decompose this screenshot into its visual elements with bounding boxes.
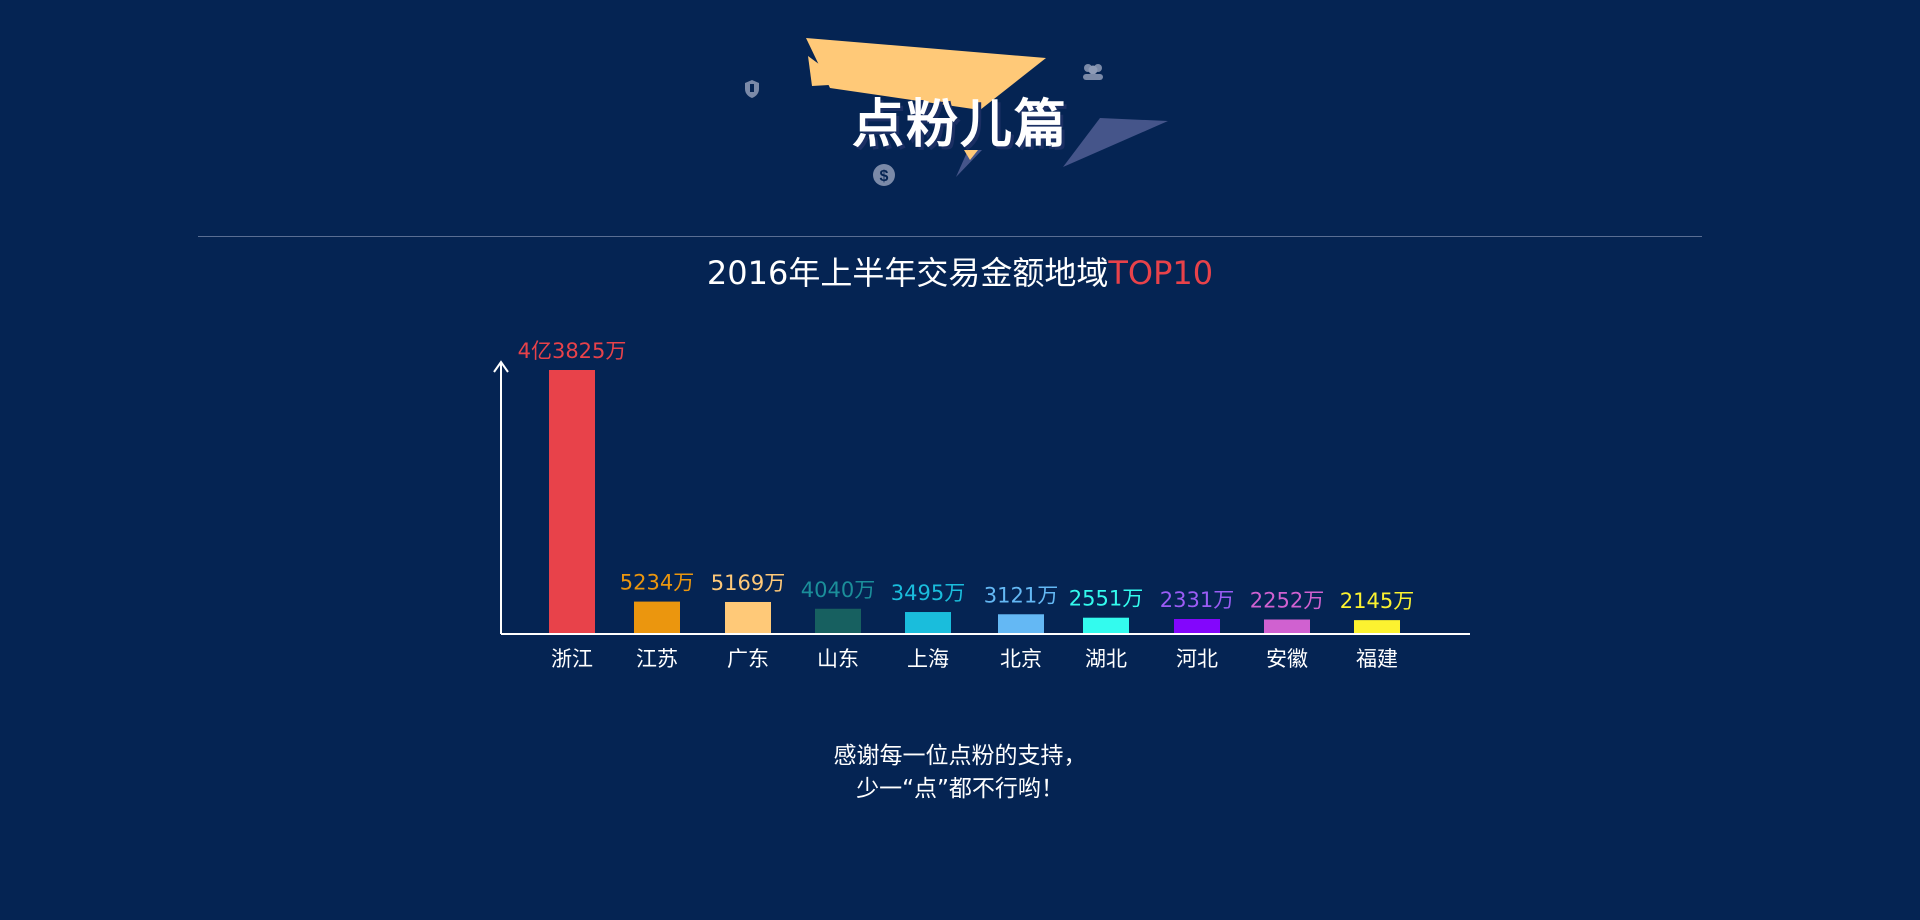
svg-text:$: $ [880, 168, 889, 185]
bar-9 [1264, 619, 1310, 633]
bar-value-label-3: 5169万 [711, 571, 785, 595]
bar-3 [725, 601, 771, 633]
banner-title: 点粉儿篇 [851, 95, 1068, 155]
bar-7 [1083, 617, 1129, 633]
chart-title-text: 2016年上半年交易金额地域 [706, 254, 1109, 292]
shield-icon [745, 80, 759, 98]
bar-value-label-9: 2252万 [1250, 588, 1324, 612]
bar-value-label-10: 2145万 [1340, 589, 1414, 613]
x-tick-label-2: 江苏 [636, 647, 678, 671]
dollar-coin-icon: $ [873, 164, 895, 186]
x-tick-label-5: 上海 [907, 647, 949, 671]
slate-shard-small [956, 150, 982, 177]
bar-10 [1354, 620, 1400, 633]
x-tick-label-10: 福建 [1356, 647, 1398, 671]
footer-line-2: 少一“点”都不行哟！ [856, 776, 1064, 802]
bar-4 [815, 608, 861, 633]
bar-5 [905, 612, 951, 633]
bar-6 [998, 614, 1044, 633]
people-icon [1083, 64, 1103, 80]
bar-value-label-2: 5234万 [620, 571, 694, 595]
bar-value-label-7: 2551万 [1069, 587, 1143, 611]
x-tick-label-1: 浙江 [551, 647, 593, 671]
chart-title: 2016年上半年交易金额地域TOP10 [0, 248, 1920, 294]
bar-value-label-5: 3495万 [891, 581, 965, 605]
x-tick-label-4: 山东 [817, 647, 859, 671]
bar-value-label-1: 4亿3825万 [518, 339, 627, 363]
x-tick-label-6: 北京 [1000, 647, 1042, 671]
gold-shard-small [808, 56, 846, 86]
bar-value-label-4: 4040万 [801, 578, 875, 602]
gold-shard-large [806, 38, 1046, 110]
x-tick-label-7: 湖北 [1085, 647, 1127, 671]
bar-1 [549, 370, 595, 633]
chart-title-highlight: TOP10 [1108, 254, 1214, 292]
x-tick-label-8: 河北 [1176, 647, 1218, 671]
bar-2 [634, 601, 680, 633]
bar-value-label-8: 2331万 [1160, 588, 1234, 612]
bar-value-label-6: 3121万 [984, 583, 1058, 607]
footer-line-1: 感谢每一位点粉的支持， [833, 743, 1087, 769]
banner: $ 点粉儿篇 [0, 0, 1920, 220]
bar-8 [1174, 619, 1220, 633]
footer-message: 感谢每一位点粉的支持， 少一“点”都不行哟！ [0, 740, 1920, 806]
y-axis-arrow [493, 360, 509, 373]
x-tick-label-9: 安徽 [1266, 647, 1308, 671]
divider [198, 236, 1702, 237]
slate-shard-right [1063, 118, 1168, 167]
banner-art: $ [745, 38, 1168, 186]
x-tick-label-3: 广东 [727, 647, 769, 671]
gold-shard-tiny [964, 150, 978, 160]
